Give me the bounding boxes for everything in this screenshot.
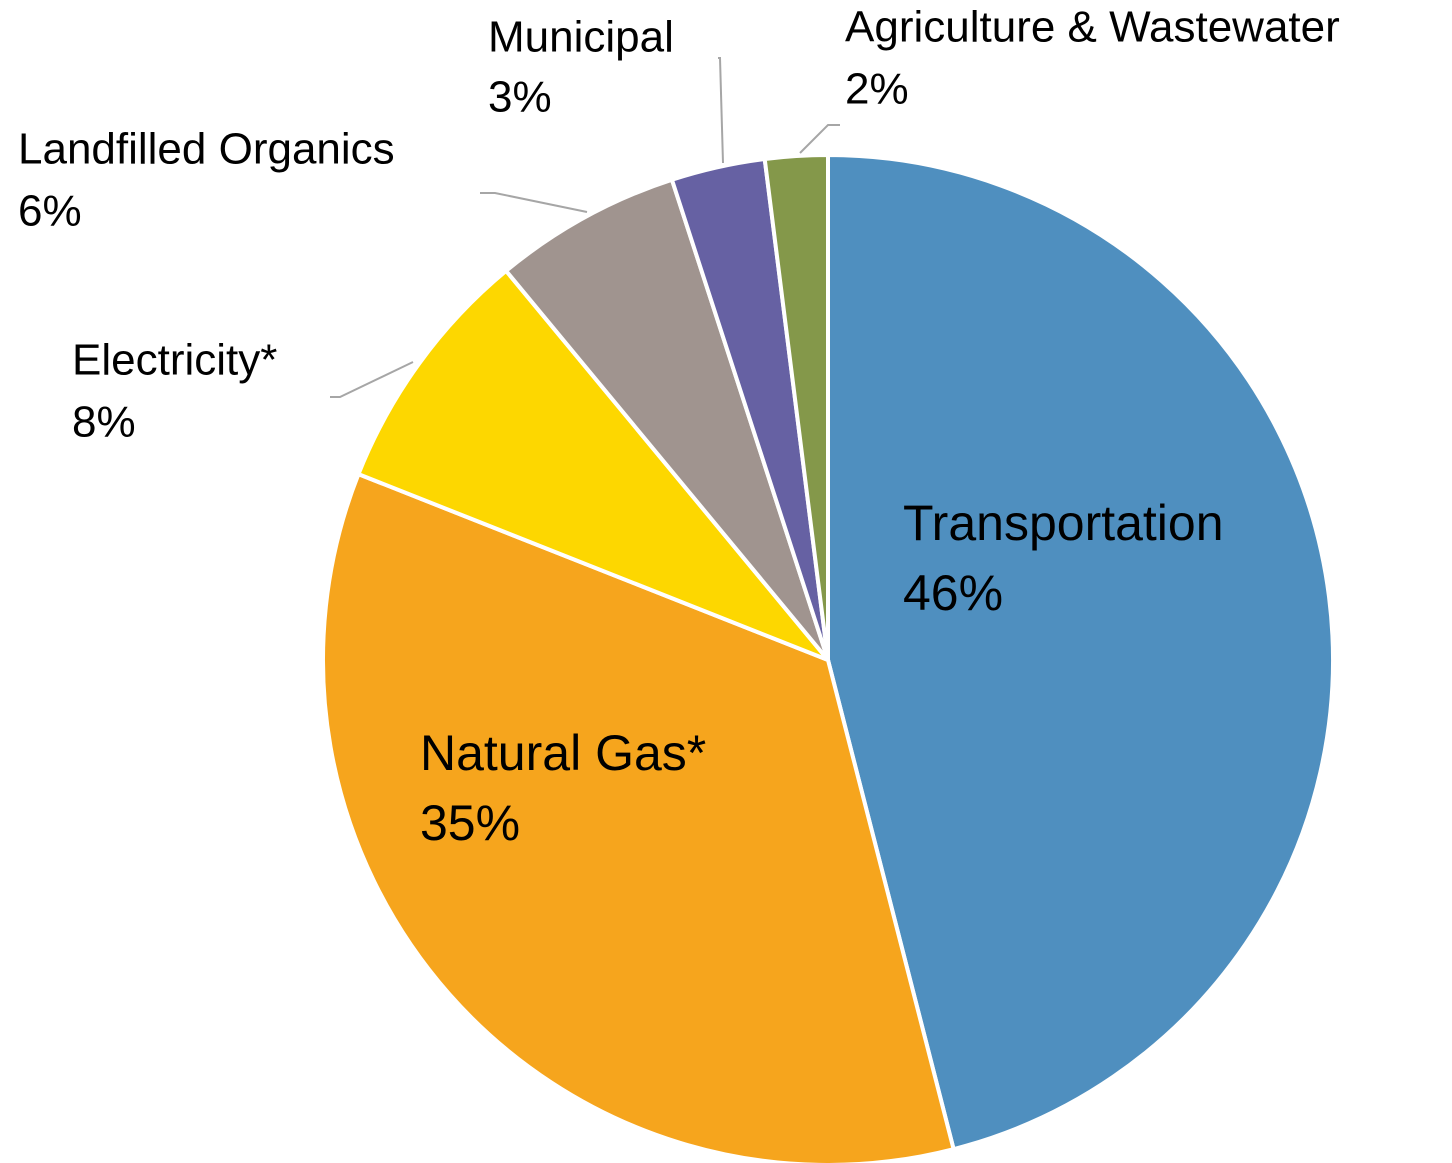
pie-slice — [321, 472, 956, 1163]
pie-slice — [356, 268, 830, 662]
slice-label: Landfilled Organics — [18, 125, 395, 174]
slice-label: Municipal — [488, 13, 674, 62]
slice-label: Transportation — [903, 495, 1224, 551]
slice-value-label: 3% — [488, 73, 552, 122]
leader-line — [718, 57, 724, 164]
slice-value-label: 35% — [420, 795, 520, 851]
leader-line — [330, 361, 414, 398]
slice-label: Natural Gas* — [420, 725, 706, 781]
slice-label: Agriculture & Wastewater — [845, 3, 1340, 52]
pie-slice — [826, 153, 1335, 1152]
slice-value-label: 46% — [903, 565, 1003, 621]
leader-line — [480, 192, 588, 213]
pie-slice — [504, 177, 830, 662]
slice-value-label: 2% — [845, 65, 909, 114]
slice-label: Electricity* — [72, 336, 277, 385]
pie-slice — [762, 153, 830, 662]
slice-value-label: 6% — [18, 187, 82, 236]
slice-value-label: 8% — [72, 398, 136, 447]
leader-line — [799, 124, 840, 154]
